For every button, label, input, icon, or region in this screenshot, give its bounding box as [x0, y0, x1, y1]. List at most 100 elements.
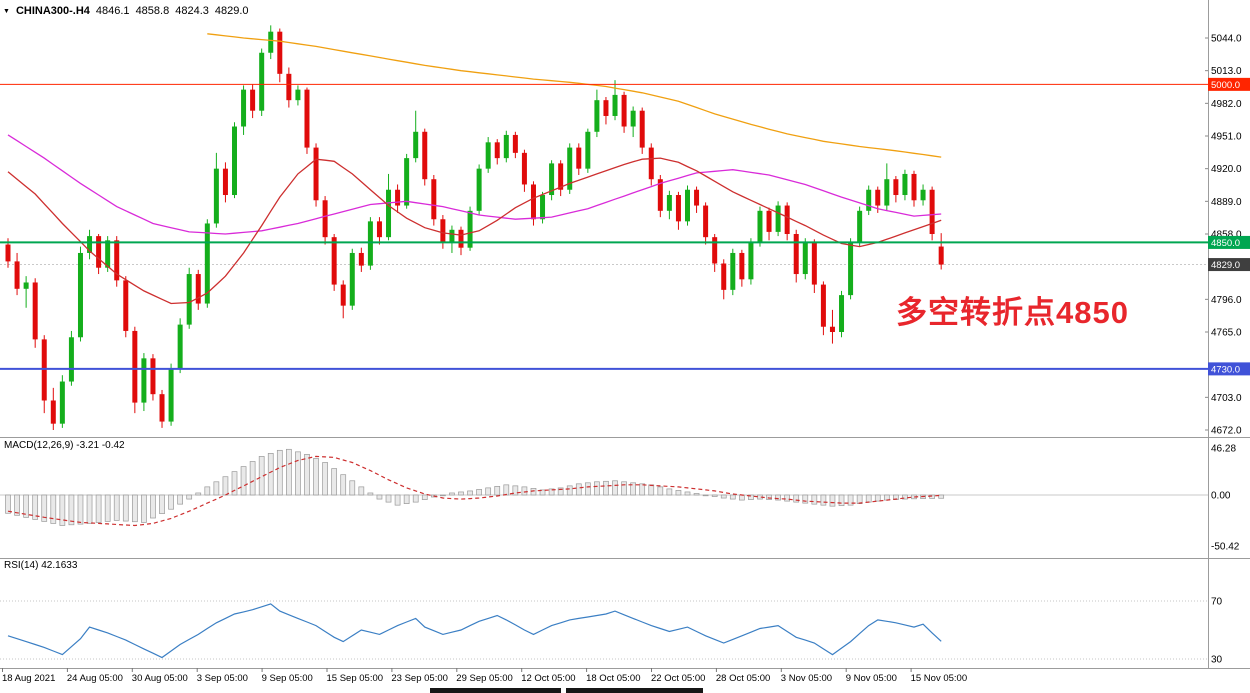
candle-body	[612, 94, 618, 116]
candle-body	[286, 73, 292, 101]
current-price-badge-label: 4829.0	[1211, 260, 1240, 271]
candle-body	[458, 229, 464, 248]
macd-histogram-bar	[68, 494, 75, 526]
candle-body	[911, 173, 917, 201]
candle-body	[576, 147, 582, 169]
macd-histogram-bar	[204, 486, 211, 496]
candle-body	[594, 100, 600, 132]
candle-body	[232, 126, 237, 196]
candle-body	[413, 131, 419, 159]
candle-body	[431, 179, 437, 220]
macd-histogram-bar	[594, 481, 600, 496]
candle-body	[367, 221, 373, 266]
candle-body	[884, 179, 890, 206]
macd-histogram-bar	[575, 483, 582, 496]
level-price-badge-label: 4730.0	[1211, 364, 1240, 375]
chart-annotation-text: 多空转折点4850	[896, 295, 1129, 330]
level-price-badge	[1208, 362, 1250, 376]
candle-body	[530, 184, 536, 220]
macd-histogram-bar	[748, 494, 754, 500]
price-axis-label: 5013.0	[1211, 66, 1242, 77]
time-axis-label: 28 Oct 05:00	[716, 673, 770, 684]
candle-body	[512, 134, 518, 153]
rsi-indicator-label: RSI(14) 42.1633	[4, 560, 78, 571]
price-axis-label: 4951.0	[1211, 132, 1242, 143]
candle-body	[41, 339, 47, 401]
price-axis-label: 4858.0	[1211, 230, 1242, 241]
candle-body	[666, 195, 672, 211]
macd-histogram-bar	[77, 494, 84, 525]
macd-histogram-bar	[612, 480, 618, 496]
macd-histogram-bar	[485, 487, 492, 496]
candle-body	[213, 168, 219, 224]
macd-histogram-bar	[557, 487, 564, 496]
bottom-scrollbar-segment-1[interactable]	[430, 688, 561, 693]
candle-body	[177, 324, 183, 369]
candle-body	[259, 52, 265, 111]
candle-body	[857, 210, 863, 243]
ma-mid-line	[7, 134, 942, 235]
ohlc-open-value: 4846.1	[95, 5, 130, 17]
candle-body	[295, 89, 301, 101]
macd-indicator-label: MACD(12,26,9) -3.21 -0.42	[4, 440, 125, 451]
macd-histogram-bar	[621, 481, 627, 496]
time-axis-label: 9 Sep 05:00	[262, 673, 313, 684]
candle-body	[721, 263, 727, 290]
candle-body	[5, 244, 11, 262]
candle-body	[866, 189, 872, 211]
macd-histogram-bar	[186, 494, 193, 500]
macd-histogram-bar	[376, 494, 383, 500]
macd-histogram-bar	[322, 462, 328, 496]
macd-histogram-bar	[467, 490, 473, 496]
macd-histogram-bar	[521, 486, 528, 496]
candle-body	[195, 274, 201, 304]
candle-body	[793, 234, 799, 275]
macd-histogram-bar	[838, 494, 845, 507]
macd-histogram-bar	[412, 494, 419, 503]
candle-body	[32, 282, 38, 340]
candle-body	[358, 252, 364, 266]
collapse-chevron-icon[interactable]: ▼	[3, 7, 10, 15]
candle-body	[730, 252, 736, 290]
macd-histogram-bar	[349, 480, 356, 496]
macd-histogram-bar	[494, 486, 501, 496]
macd-axis-label: -50.42	[1211, 542, 1240, 553]
candle-body	[938, 246, 944, 265]
candle-body	[875, 189, 881, 206]
macd-histogram-bar	[104, 494, 111, 522]
candle-body	[929, 189, 935, 234]
macd-histogram-bar	[702, 494, 709, 497]
macd-histogram-bar	[23, 494, 29, 518]
candle-body	[422, 131, 428, 180]
ma-fast-line	[7, 157, 942, 305]
time-axis-label: 23 Sep 05:00	[391, 673, 448, 684]
macd-axis-label: 0.00	[1211, 491, 1231, 502]
bottom-scrollbar-segment-2[interactable]	[566, 688, 703, 693]
candle-body	[168, 368, 174, 422]
candle-body	[68, 337, 74, 382]
candle-body	[386, 189, 392, 238]
macd-histogram-bar	[539, 489, 546, 496]
candle-body	[50, 400, 56, 424]
candle-body	[440, 219, 446, 243]
time-axis-label: 29 Sep 05:00	[456, 673, 513, 684]
macd-histogram-bar	[95, 494, 102, 523]
candle-body	[268, 31, 274, 53]
candle-body	[494, 142, 500, 159]
candle-body	[657, 179, 663, 211]
level-price-badge	[1208, 77, 1250, 91]
candle-body	[820, 284, 826, 327]
macd-histogram-bar	[603, 480, 609, 496]
ohlc-close-value: 4829.0	[214, 5, 249, 17]
macd-histogram-bar	[793, 494, 800, 503]
macd-histogram-bar	[304, 454, 310, 496]
time-axis-label: 24 Aug 05:00	[67, 673, 123, 684]
candle-body	[105, 240, 111, 268]
macd-histogram-bar	[503, 484, 510, 496]
candle-body	[340, 284, 346, 306]
macd-histogram-bar	[59, 494, 66, 526]
price-axis-label: 4703.0	[1211, 393, 1242, 404]
candle-body	[521, 152, 527, 185]
macd-histogram-bar	[195, 492, 202, 496]
